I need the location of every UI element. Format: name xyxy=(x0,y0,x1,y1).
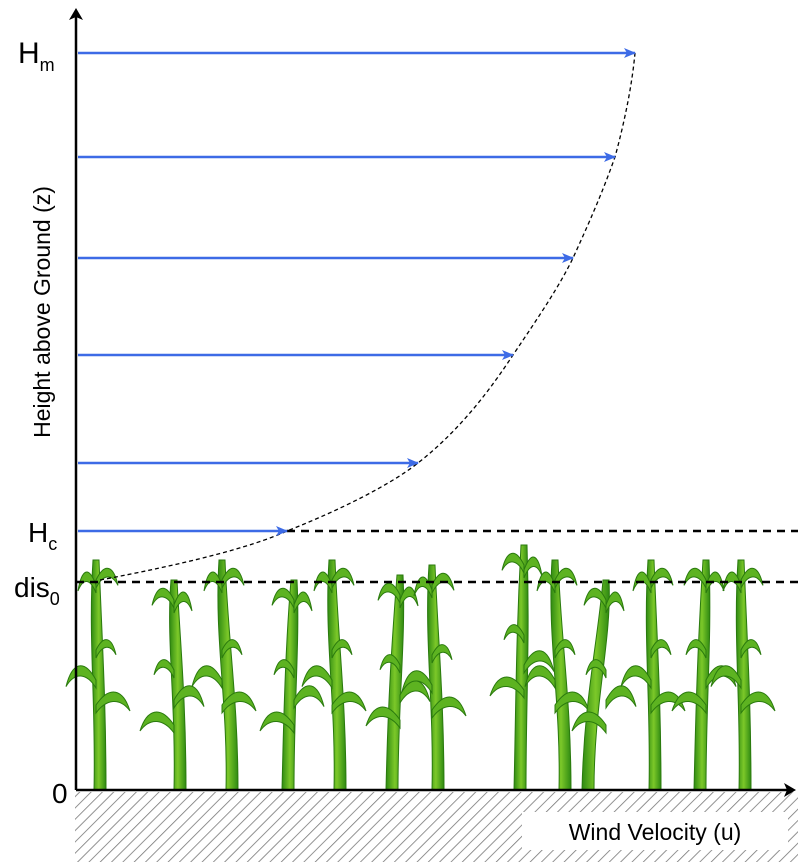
plant-stalk xyxy=(281,579,299,791)
plant-leaf xyxy=(95,639,117,659)
plant-stalk xyxy=(385,574,405,791)
plant-stalk xyxy=(693,559,711,791)
plants xyxy=(65,544,776,791)
plant-leaf xyxy=(650,691,686,715)
plant-stalk xyxy=(217,559,239,791)
plant-leaf xyxy=(139,711,175,735)
plant-leaf xyxy=(536,571,556,594)
level-subscript: m xyxy=(40,55,55,75)
plant-leaf xyxy=(740,568,764,589)
plant-leaf xyxy=(221,639,243,659)
plant-leaf xyxy=(605,685,637,710)
plant-leaf xyxy=(271,588,295,609)
wind-profile-curve xyxy=(99,52,636,581)
plant-stalk xyxy=(581,579,610,791)
plant-leaf xyxy=(293,591,313,614)
plant-leaf xyxy=(632,571,652,594)
plant-leaf xyxy=(671,691,707,715)
x-label-box xyxy=(522,812,788,850)
plant-leaf xyxy=(605,591,625,614)
plant-leaf xyxy=(501,553,525,574)
plant-leaf xyxy=(191,665,223,690)
level-label: dis0 xyxy=(14,572,60,609)
plant-leaf xyxy=(301,665,333,690)
plant-leaf xyxy=(365,706,401,730)
level-label: Hm xyxy=(18,37,55,75)
plant-leaf xyxy=(65,665,97,690)
plant-leaf xyxy=(259,711,295,735)
plant-leaf xyxy=(379,654,401,674)
plant-stalk xyxy=(735,559,752,791)
plant-leaf xyxy=(431,696,467,720)
plant-leaf xyxy=(273,659,295,679)
plant-leaf xyxy=(331,639,353,659)
plant-stalk xyxy=(169,579,187,791)
plant-stalk xyxy=(550,559,572,791)
level-symbol: H xyxy=(28,517,48,548)
plant-leaf xyxy=(399,586,419,609)
plant-leaf xyxy=(524,665,556,690)
plant-leaf xyxy=(203,571,223,594)
wind-arrows xyxy=(78,48,636,536)
level-symbol: H xyxy=(18,37,40,70)
level-subscript: c xyxy=(48,534,57,554)
plant-leaf xyxy=(173,591,193,614)
plant-leaf xyxy=(221,691,257,715)
plant-leaf xyxy=(95,568,119,589)
plant-stalk xyxy=(90,559,107,791)
plant-leaf xyxy=(313,571,333,594)
plant-leaf xyxy=(95,691,131,715)
x-axis-label: Wind Velocity (u) xyxy=(569,819,742,845)
plant-leaf xyxy=(650,639,672,659)
plant-leaf xyxy=(431,644,453,664)
plant-leaf xyxy=(583,588,607,609)
plant-leaf xyxy=(740,691,776,715)
plant-leaf xyxy=(153,659,175,679)
plant-leaf xyxy=(571,711,607,735)
plant-leaf xyxy=(293,685,325,710)
plant-leaf xyxy=(685,639,707,659)
level-symbol: dis xyxy=(14,572,50,603)
plant-leaf xyxy=(585,659,607,679)
plant-leaf xyxy=(503,624,525,644)
plant-leaf xyxy=(722,571,742,594)
plant-leaf xyxy=(740,639,762,659)
plant-leaf xyxy=(173,685,205,710)
plant-stalk xyxy=(645,559,662,791)
plant-leaf xyxy=(554,639,576,659)
plant-leaf xyxy=(683,568,707,589)
plant-stalk xyxy=(427,564,445,791)
plant-leaf xyxy=(705,571,725,594)
origin-label: 0 xyxy=(52,778,68,809)
level-label: Hc xyxy=(28,517,57,554)
plant-leaf xyxy=(331,691,367,715)
plant-stalk xyxy=(327,559,347,791)
plant-leaf xyxy=(401,670,433,695)
plant-leaf xyxy=(221,568,245,589)
plant-leaf xyxy=(710,665,742,690)
y-axis-label: Height above Ground (z) xyxy=(29,186,55,438)
plant-leaf xyxy=(431,573,455,594)
plant-leaf xyxy=(151,588,175,609)
plant-leaf xyxy=(620,665,652,690)
plant-stalk xyxy=(513,544,529,791)
plant-leaf xyxy=(377,583,401,604)
level-subscript: 0 xyxy=(50,589,60,609)
plant-leaf xyxy=(489,676,525,700)
plant-leaf xyxy=(77,571,97,594)
